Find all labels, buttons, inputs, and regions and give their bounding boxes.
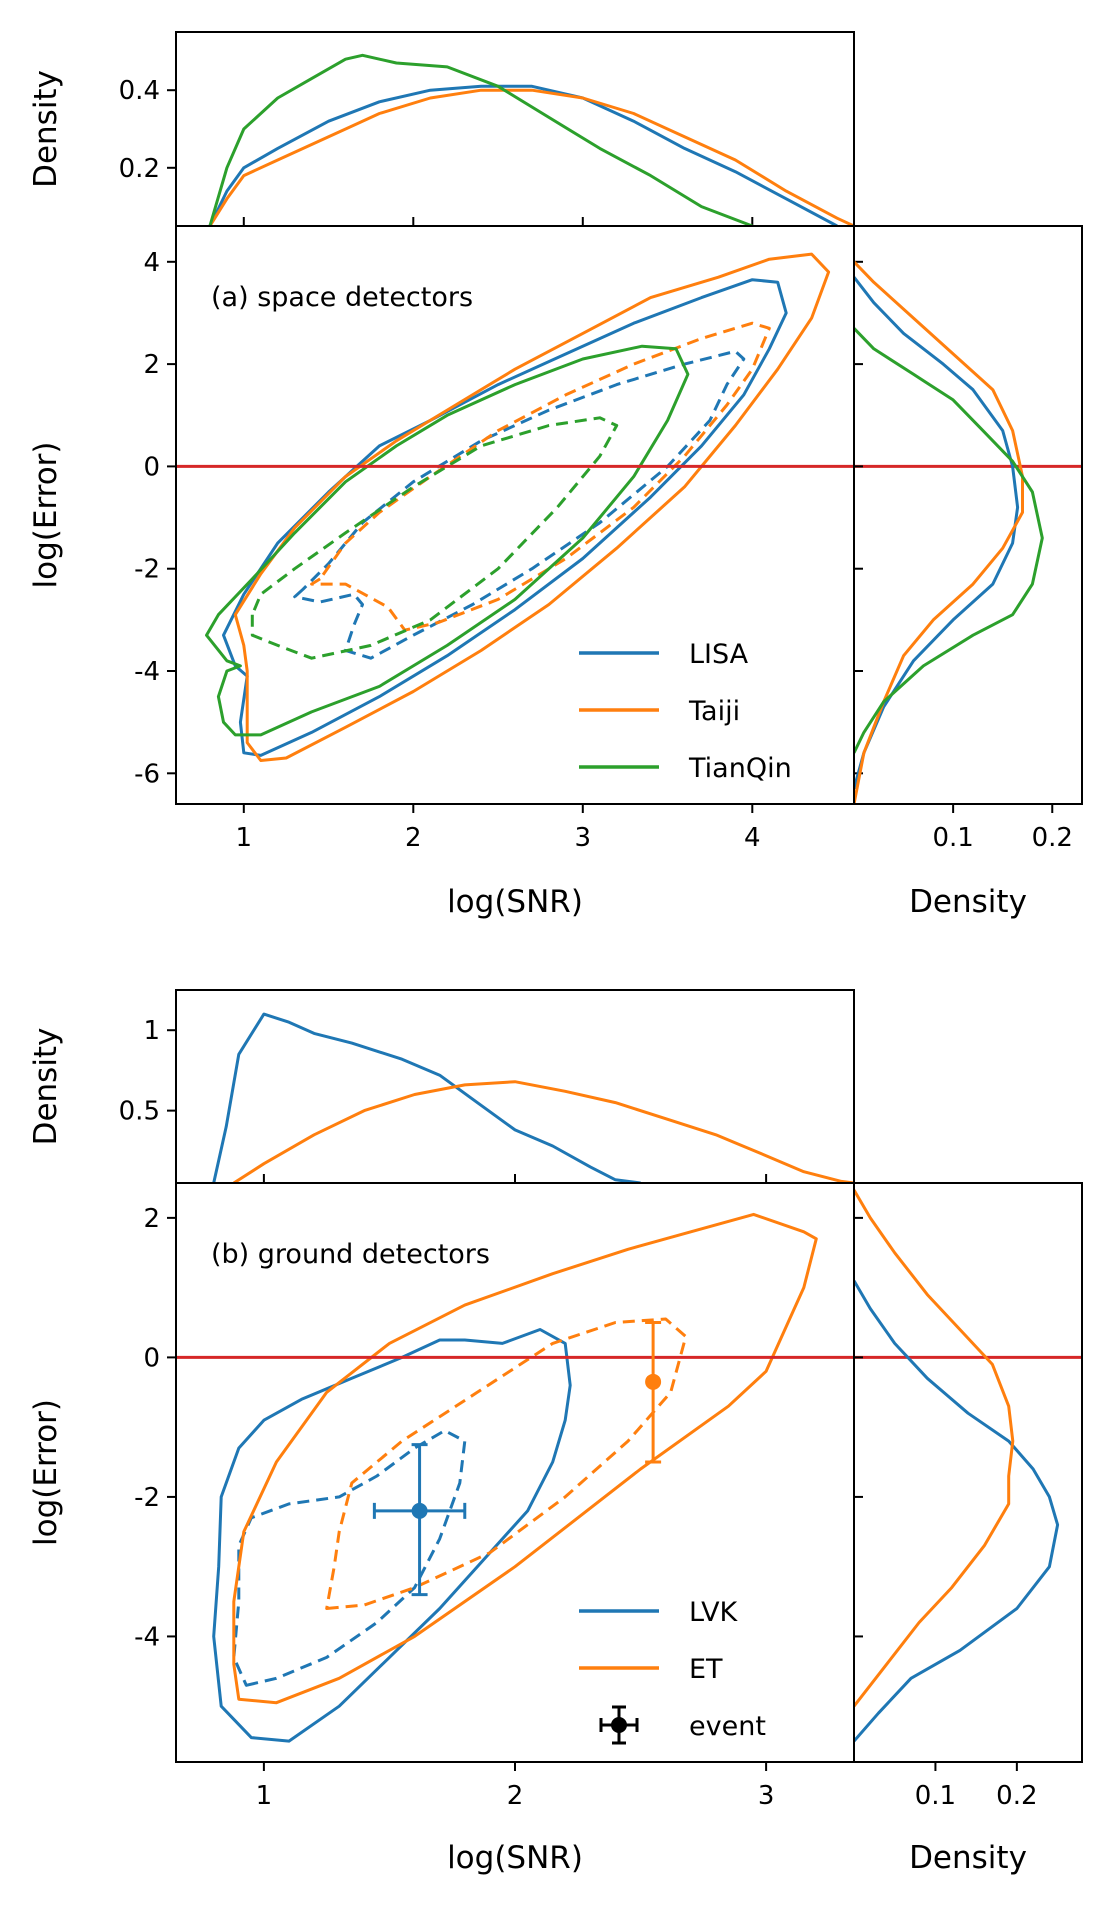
legend-label-et: ET: [689, 1654, 723, 1685]
panel-label: (a) space detectors: [211, 282, 473, 313]
legend-label-taiji: Taiji: [688, 696, 740, 727]
top-density-frame: [175, 31, 855, 227]
contour-tianqin-dashed: [250, 416, 619, 660]
top-density-et: [232, 1080, 854, 1183]
legend-label-event_legend: event: [689, 1711, 766, 1742]
right-density-tianqin: [854, 327, 1044, 754]
top-y-tick-label: 0.2: [119, 154, 160, 184]
panel-space: 1 2 3 4 -6 -4 -2 0 2 4 log(SNR) log(Error) (a) space…: [28, 31, 1083, 920]
right-density-label: Density: [909, 884, 1027, 920]
y-tick-label: 0: [143, 452, 160, 482]
x-tick-label: 1: [256, 1781, 273, 1811]
legend: LISA Taiji TianQin: [579, 639, 792, 784]
contour-et-dashed: [325, 1317, 688, 1610]
top-density-area: [208, 53, 854, 226]
top-density-taiji: [208, 88, 854, 226]
right-density-area: [854, 260, 1044, 804]
event-lvk: [372, 1443, 467, 1597]
top-density-label: Density: [28, 1028, 64, 1146]
top-density-lisa: [208, 84, 838, 226]
contour-tianqin-solid: [205, 344, 690, 737]
contour-lisa-solid: [222, 278, 788, 757]
right-density-frame: [853, 1182, 1083, 1763]
x-tick-label: 3: [575, 823, 592, 853]
legend-label-lisa: LISA: [689, 639, 749, 670]
right-density-et: [854, 1189, 1015, 1708]
contour-lisa-dashed: [293, 349, 746, 660]
top-y-tick-label: 1: [143, 1016, 160, 1046]
contour-lvk-solid: [212, 1328, 572, 1743]
y-axis-label: log(Error): [28, 1399, 64, 1546]
panel-ground: 1 2 3 -4 -2 0 2 log(SNR) log(Error) (b) ground de…: [28, 989, 1083, 1876]
contour-et-solid: [232, 1212, 818, 1705]
y-axis-label: log(Error): [28, 441, 64, 588]
contour-lvk-dashed: [232, 1429, 467, 1687]
right-density-taiji: [854, 260, 1024, 804]
x-tick-label: 2: [405, 823, 422, 853]
legend-event-marker: [611, 1717, 627, 1733]
x-axis-label: log(SNR): [447, 884, 583, 920]
x-axis-label: log(SNR): [447, 1840, 583, 1876]
right-density-frame: [853, 225, 1083, 805]
y-tick-label: -4: [134, 657, 160, 687]
top-density-area: [212, 1012, 854, 1183]
x-tick-label: 1: [236, 823, 253, 853]
legend-label-tianqin: TianQin: [688, 753, 792, 784]
legend-label-lvk: LVK: [689, 1597, 739, 1628]
right-x-tick-label: 0.2: [1032, 823, 1073, 853]
event-et: [645, 1321, 662, 1464]
legend: LVK ET event: [579, 1597, 766, 1745]
y-tick-label: 4: [143, 248, 160, 278]
event-point: [645, 1373, 662, 1390]
right-x-tick-label: 0.2: [996, 1781, 1037, 1811]
main-plot-area: [212, 1212, 818, 1743]
top-density-lvk: [212, 1012, 641, 1183]
right-density-area: [854, 1189, 1060, 1743]
y-tick-label: -6: [134, 759, 160, 789]
y-tick-label: 2: [143, 1204, 160, 1234]
y-tick-label: 2: [143, 350, 160, 380]
top-density-label: Density: [28, 70, 64, 188]
right-density-label: Density: [909, 1840, 1027, 1876]
y-tick-label: -4: [134, 1622, 160, 1652]
y-tick-label: 0: [143, 1343, 160, 1373]
contour-taiji-dashed: [310, 321, 771, 632]
right-density-lvk: [854, 1279, 1060, 1743]
top-density-frame: [175, 989, 855, 1184]
panel-label: (b) ground detectors: [211, 1239, 490, 1270]
top-y-tick-label: 0.4: [119, 76, 160, 106]
y-tick-label: -2: [134, 555, 160, 585]
x-tick-label: 4: [744, 823, 761, 853]
x-tick-label: 3: [758, 1781, 775, 1811]
right-x-tick-label: 0.1: [932, 823, 973, 853]
y-tick-label: -2: [134, 1483, 160, 1513]
contour-taiji-solid: [233, 252, 831, 762]
top-y-tick-label: 0.5: [119, 1097, 160, 1127]
main-plot-area: [205, 252, 831, 762]
right-x-tick-label: 0.1: [915, 1781, 956, 1811]
event-point: [411, 1502, 428, 1519]
x-tick-label: 2: [507, 1781, 524, 1811]
top-density-tianqin: [208, 53, 753, 226]
